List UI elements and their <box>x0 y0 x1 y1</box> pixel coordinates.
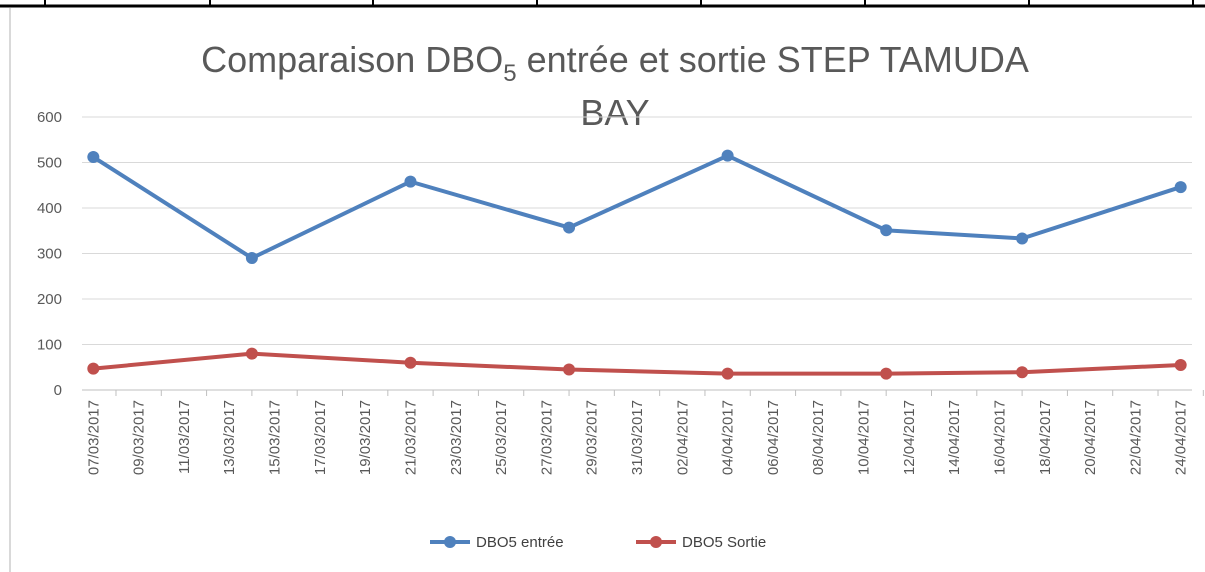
y-tick-label: 600 <box>37 109 62 126</box>
x-tick-label: 20/04/2017 <box>1082 400 1099 475</box>
x-tick-label: 08/04/2017 <box>810 400 827 475</box>
x-tick-label: 11/03/2017 <box>176 400 193 474</box>
x-tick-label: 16/04/2017 <box>991 400 1008 475</box>
x-tick-label: 06/04/2017 <box>765 400 782 475</box>
x-tick-label: 19/03/2017 <box>357 400 374 475</box>
data-point <box>245 347 258 360</box>
x-tick-label: 24/04/2017 <box>1173 400 1190 475</box>
x-tick-label: 15/03/2017 <box>267 400 284 475</box>
chart-title: Comparaison DBO5 entrée et sortie STEP T… <box>201 39 1029 87</box>
chart-title: BAY <box>580 92 649 133</box>
data-point <box>563 363 576 376</box>
data-point <box>721 149 734 162</box>
data-point <box>1174 358 1187 371</box>
y-tick-label: 500 <box>37 155 62 172</box>
x-tick-label: 12/04/2017 <box>901 400 918 475</box>
legend-label: DBO5 Sortie <box>682 534 766 551</box>
x-tick-label: 17/03/2017 <box>312 400 329 475</box>
x-tick-label: 29/03/2017 <box>584 400 601 475</box>
legend-marker <box>444 536 456 548</box>
series-line <box>92 153 1182 261</box>
data-point <box>245 252 258 265</box>
y-tick-label: 100 <box>37 337 62 354</box>
x-tick-label: 10/04/2017 <box>856 400 873 475</box>
x-tick-label: 25/03/2017 <box>493 400 510 475</box>
data-point <box>721 367 734 380</box>
x-tick-label: 02/04/2017 <box>674 400 691 475</box>
x-tick-label: 14/04/2017 <box>946 400 963 475</box>
data-point <box>880 224 893 237</box>
y-tick-label: 0 <box>54 382 62 399</box>
y-tick-label: 400 <box>37 200 62 217</box>
data-point <box>404 175 417 188</box>
legend-marker <box>650 536 662 548</box>
y-tick-label: 300 <box>37 246 62 263</box>
x-tick-label: 22/04/2017 <box>1127 400 1144 475</box>
data-point <box>87 362 100 375</box>
data-point <box>1016 366 1029 379</box>
data-point <box>1016 232 1029 245</box>
x-tick-label: 23/03/2017 <box>448 400 465 475</box>
series-line <box>93 351 1181 376</box>
data-point <box>563 221 576 234</box>
x-tick-label: 18/04/2017 <box>1037 400 1054 475</box>
x-tick-label: 04/04/2017 <box>720 400 737 475</box>
x-tick-label: 09/03/2017 <box>131 400 148 475</box>
data-point <box>880 367 893 380</box>
x-tick-label: 07/03/2017 <box>85 400 102 475</box>
x-tick-label: 21/03/2017 <box>402 400 419 475</box>
legend-label: DBO5 entrée <box>476 534 564 551</box>
data-point <box>404 356 417 369</box>
data-point <box>87 151 100 164</box>
y-tick-label: 200 <box>37 291 62 308</box>
x-tick-label: 13/03/2017 <box>221 400 238 475</box>
data-point <box>1174 181 1187 194</box>
x-tick-label: 31/03/2017 <box>629 400 646 475</box>
x-tick-label: 27/03/2017 <box>538 400 555 475</box>
